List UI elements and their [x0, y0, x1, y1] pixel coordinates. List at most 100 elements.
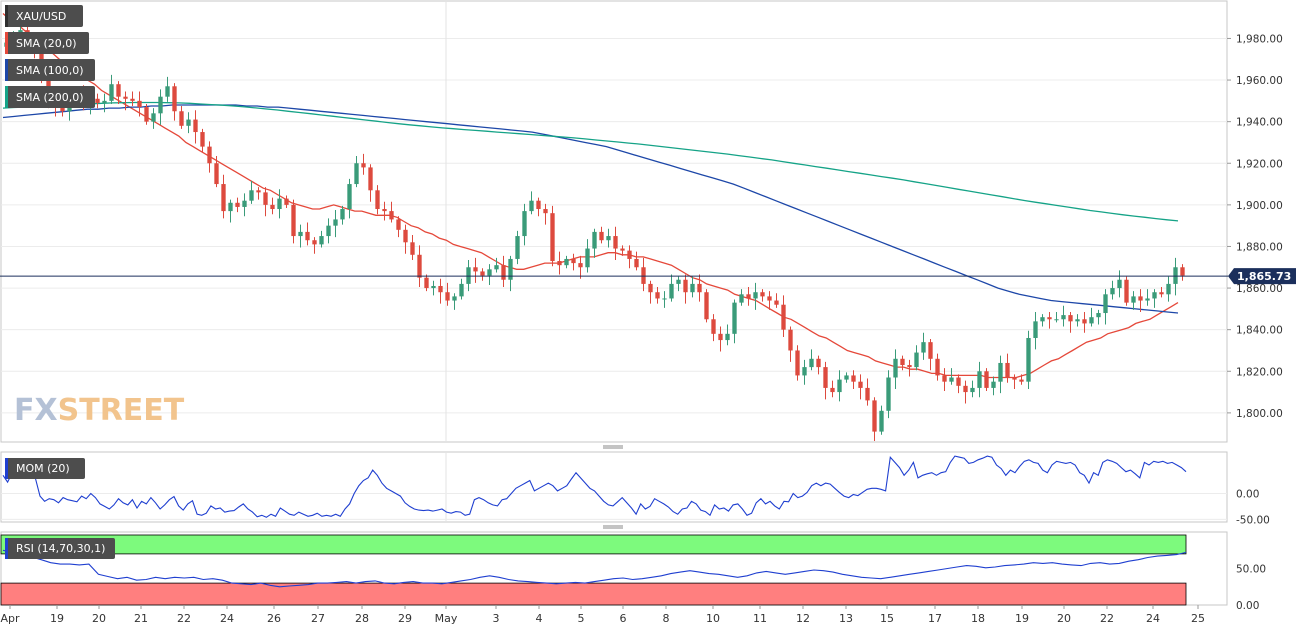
candle [634, 251, 639, 271]
candle [249, 180, 254, 204]
candle-body [613, 236, 618, 249]
candle [431, 280, 436, 296]
candle [1152, 289, 1157, 308]
candle-body [1117, 279, 1122, 289]
candle-body [816, 358, 821, 368]
legend-xauusd[interactable]: XAU/USD [5, 5, 83, 27]
candles [4, 20, 1185, 441]
x-tick-label: 22 [1100, 612, 1114, 625]
candle [781, 295, 786, 337]
price-panel [0, 0, 1228, 443]
candle-body [221, 184, 226, 212]
candle [802, 359, 807, 385]
candle-body [998, 362, 1003, 382]
candle-body [214, 163, 219, 185]
candle-body [921, 342, 926, 353]
candle [1089, 307, 1094, 327]
legend-sma200[interactable]: SMA (200,0) [5, 86, 95, 108]
rsi-oversold-band [0, 582, 1187, 606]
candle [277, 189, 282, 219]
y-tick-label: 1,940.00 [1236, 117, 1283, 129]
candle [466, 259, 471, 292]
candle-body [375, 190, 380, 210]
candle-body [165, 86, 170, 97]
candle [1138, 289, 1143, 312]
mom-grid [1, 492, 1227, 520]
candle [396, 216, 401, 238]
candle-body [312, 240, 317, 245]
candle-body [1089, 317, 1094, 324]
candle [410, 235, 415, 260]
candle-body [1159, 292, 1164, 295]
candle-body [354, 163, 359, 185]
candle [1145, 289, 1150, 306]
candle-body [508, 258, 513, 280]
candle [242, 193, 247, 217]
candle-body [291, 204, 296, 237]
legend-rsi[interactable]: RSI (14,70,30,1) [5, 538, 115, 559]
rsi-series [2, 549, 1187, 588]
candle-body [494, 265, 499, 270]
candle-body [802, 367, 807, 376]
candle-body [1075, 319, 1080, 322]
candle [984, 368, 989, 392]
candle [928, 339, 933, 371]
y-tick-label: 1,900.00 [1236, 200, 1283, 212]
legend-mom[interactable]: MOM (20) [5, 458, 85, 479]
candle-body [487, 269, 492, 276]
candle-body [809, 358, 814, 368]
candle [340, 205, 345, 225]
candle-body [1068, 315, 1073, 322]
legend-sma20[interactable]: SMA (20,0) [5, 32, 89, 54]
mom-panel [0, 451, 1228, 523]
rsi-bands [0, 534, 1187, 606]
candle [1012, 374, 1017, 389]
legend-sma100-label: SMA (100,0) [16, 64, 84, 77]
candle [886, 370, 891, 419]
candle [550, 205, 555, 267]
candle-body [851, 375, 856, 382]
x-tick-label: 18 [971, 612, 985, 625]
candle-body [963, 385, 968, 393]
candle-body [368, 167, 373, 191]
x-tick-label: 5 [578, 612, 585, 625]
candle [1131, 291, 1136, 310]
candle-body [529, 200, 534, 212]
candle-body [522, 211, 527, 237]
candle [858, 374, 863, 400]
candle [123, 91, 128, 111]
mom-series [2, 455, 1187, 518]
candle [543, 203, 548, 225]
candle [480, 268, 485, 281]
candle [648, 280, 653, 304]
candle [830, 380, 835, 398]
candle-body [515, 236, 520, 259]
candle [851, 370, 856, 389]
candle [207, 141, 212, 173]
candle [718, 326, 723, 352]
panel-resize-handle-2[interactable] [603, 525, 623, 529]
legend-mom-label: MOM (20) [16, 462, 70, 475]
candle-body [865, 387, 870, 401]
candle-body [753, 292, 758, 299]
y-tick-label: 1,800.00 [1236, 408, 1283, 420]
candle-body [893, 358, 898, 378]
legend-rsi-label: RSI (14,70,30,1) [16, 542, 105, 555]
candle-body [361, 163, 366, 168]
candle [522, 203, 527, 246]
panel-resize-handle-1[interactable] [603, 445, 623, 449]
candle-body [676, 279, 681, 284]
candle-body [200, 132, 205, 147]
candle-body [711, 319, 716, 334]
candle [298, 224, 303, 248]
current-price-tag: 1,865.73 [1228, 268, 1296, 285]
candle [767, 291, 772, 310]
candle [137, 91, 142, 117]
legend-sma100[interactable]: SMA (100,0) [5, 59, 95, 81]
candle-body [1180, 267, 1185, 276]
candle-body [585, 248, 590, 268]
candle [515, 230, 520, 265]
candle-body [571, 258, 576, 264]
x-tick-label: 4 [536, 612, 543, 625]
candle-body [606, 236, 611, 241]
